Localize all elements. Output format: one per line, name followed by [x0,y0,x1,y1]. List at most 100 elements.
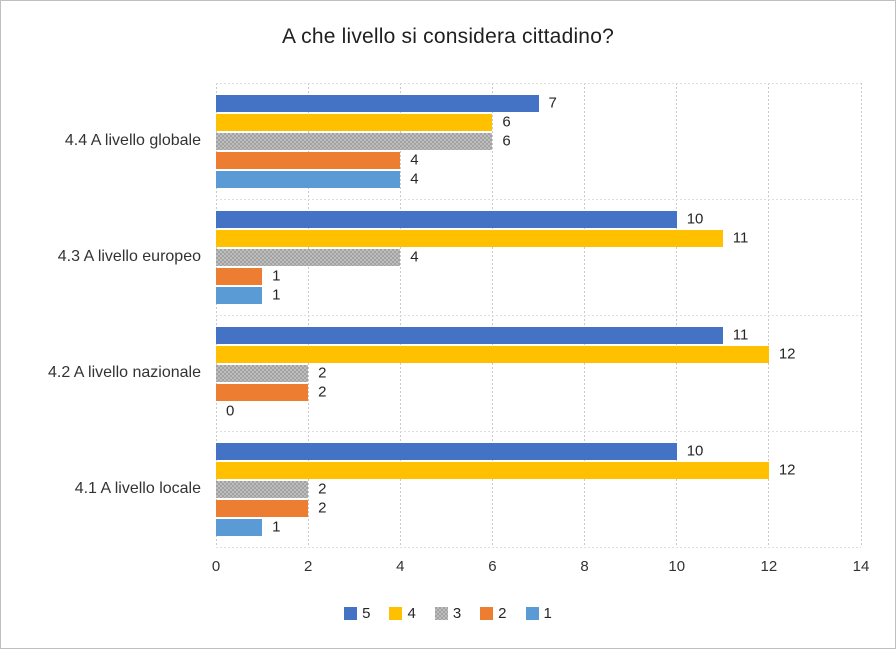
gridline-horizontal [216,82,861,84]
bar-value-label: 1 [272,518,281,536]
bar-value-label: 2 [318,499,327,517]
bar-row: 1 [216,518,861,536]
bar-value-label: 7 [548,94,557,112]
legend-label: 1 [543,605,552,622]
legend-item: 5 [344,605,370,622]
category-label: 4.1 A livello locale [74,480,201,497]
bar-series-1 [216,170,401,188]
bar-row: 2 [216,480,861,498]
category-label: 4.4 A livello globale [64,132,201,149]
bar-value-label: 11 [732,229,749,247]
bar-value-label: 4 [410,170,419,188]
legend-label: 2 [498,605,507,622]
bar-row: 2 [216,364,861,382]
bar-series-5 [216,326,723,344]
bar-row: 1 [216,286,861,304]
legend-item: 4 [389,605,416,622]
bar-group: 10 12 2 2 1 [216,431,861,547]
bar-row: 2 [216,499,861,517]
legend-label: 4 [407,605,416,622]
legend-item: 3 [434,605,462,622]
bar-row: 4 [216,170,861,188]
bar-row: 6 [216,132,861,150]
bar-value-label: 0 [226,402,235,420]
bar-series-3 [216,248,401,266]
bar-value-label: 4 [410,151,419,169]
bar-row: 11 [216,326,861,344]
chart-title: A che livello si considera cittadino? [282,25,614,48]
bar-series-1 [216,286,263,304]
bar-value-label: 6 [502,132,511,150]
bar-row: 4 [216,248,861,266]
bar-value-label: 11 [732,326,749,344]
gridline-horizontal [216,314,861,316]
bar-row: 2 [216,383,861,401]
legend-swatch-icon [344,607,358,620]
bar-series-4 [216,229,723,247]
bar-row: 10 [216,210,861,228]
bar-group: 11 12 2 2 0 [216,315,861,431]
bar-value-label: 12 [778,345,796,363]
bar-series-4 [216,461,769,479]
bar-value-label: 6 [502,113,511,131]
bar-row: 10 [216,442,861,460]
bar-group: 10 11 4 1 1 [216,199,861,315]
bar-row: 7 [216,94,861,112]
bar-series-2 [216,267,263,285]
bar-series-4 [216,345,769,363]
bar-series-2 [216,499,309,517]
legend-item: 1 [525,605,552,622]
bar-series-5 [216,210,677,228]
gridline-horizontal [216,430,861,432]
bar-value-label: 2 [318,383,327,401]
bar-series-3 [216,132,493,150]
legend-label: 5 [362,605,371,622]
legend-swatch-icon [525,607,539,620]
x-tick-label: 8 [580,558,589,575]
bar-series-5 [216,442,677,460]
plot-area: 7 6 6 4 4 10 11 4 1 1 11 12 2 2 0 10 12 2 2 1 [215,82,862,548]
bar-series-4 [216,113,493,131]
bar-value-label: 1 [272,286,281,304]
x-tick-label: 4 [396,558,405,575]
bar-row: 6 [216,113,861,131]
gridline-horizontal [216,198,861,200]
legend-swatch-icon [434,607,448,620]
bar-series-3 [216,364,309,382]
bar-series-3 [216,480,309,498]
category-label: 4.2 A livello nazionale [48,364,201,381]
bar-value-label: 10 [686,210,704,228]
x-tick-label: 0 [211,558,221,575]
value-axis: 0 2 4 6 8 10 12 14 [212,558,870,578]
bar-value-label: 2 [318,364,327,382]
x-tick-label: 6 [488,558,497,575]
bar-series-1 [216,518,263,536]
bar-row: 1 [216,267,861,285]
bar-series-2 [216,151,401,169]
bar-series-5 [216,94,539,112]
legend-swatch-icon [389,607,403,620]
legend-label: 3 [452,605,462,622]
x-tick-label: 10 [668,558,686,575]
bar-row: 4 [216,151,861,169]
bar-row: 12 [216,345,861,363]
bar-value-label: 4 [410,248,419,266]
category-label: 4.3 A livello europeo [57,248,201,265]
legend: 5 4 3 2 1 [1,605,895,622]
x-tick-label: 12 [760,558,778,575]
bar-row: 0 [216,403,861,420]
gridline-horizontal [216,546,861,548]
x-tick-label: 2 [303,558,313,575]
legend-swatch-icon [480,607,494,620]
bar-series-2 [216,383,309,401]
category-axis: 4.4 A livello globale 4.3 A livello europ… [1,83,201,547]
gridline-vertical [860,83,862,547]
bar-row: 12 [216,461,861,479]
bar-value-label: 2 [318,480,327,498]
bar-row: 11 [216,229,861,247]
bar-value-label: 1 [272,267,281,285]
bar-value-label: 10 [686,442,704,460]
legend-item: 2 [480,605,507,622]
